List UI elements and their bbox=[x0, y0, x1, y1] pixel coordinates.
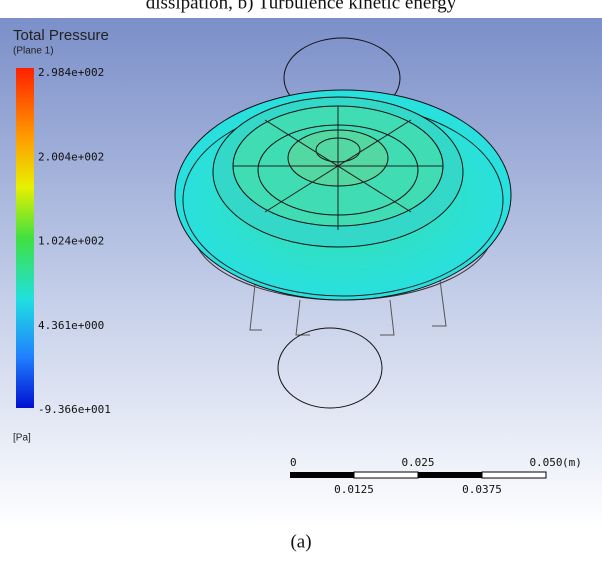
scale-label: 0.025 bbox=[401, 456, 434, 469]
color-bar bbox=[16, 68, 34, 408]
top-caption: dissipation, b) Turbulence kinetic energ… bbox=[146, 0, 457, 13]
scale-bar bbox=[290, 472, 546, 478]
scale-label: 0.0125 bbox=[334, 483, 374, 496]
legend-label: 2.984e+002 bbox=[38, 66, 104, 79]
page: {"caption_top": "dissipation, b) Turbule… bbox=[0, 0, 602, 556]
legend-label: 2.004e+002 bbox=[38, 150, 104, 163]
legend-label: 4.361e+000 bbox=[38, 319, 104, 332]
figure: dissipation, b) Turbulence kinetic energ… bbox=[0, 0, 602, 556]
legend-title: Total Pressure bbox=[13, 27, 109, 44]
legend-subtitle: (Plane 1) bbox=[13, 46, 54, 57]
scale-unit: (m) bbox=[562, 456, 582, 469]
scale-label: 0.0375 bbox=[462, 483, 502, 496]
scale-label: 0 bbox=[290, 456, 297, 469]
legend-label: -9.366e+001 bbox=[38, 403, 111, 416]
scale-label: 0.050 bbox=[529, 456, 562, 469]
legend-unit: [Pa] bbox=[13, 433, 31, 444]
legend-label: 1.024e+002 bbox=[38, 235, 104, 248]
caption: (a) bbox=[290, 531, 311, 552]
